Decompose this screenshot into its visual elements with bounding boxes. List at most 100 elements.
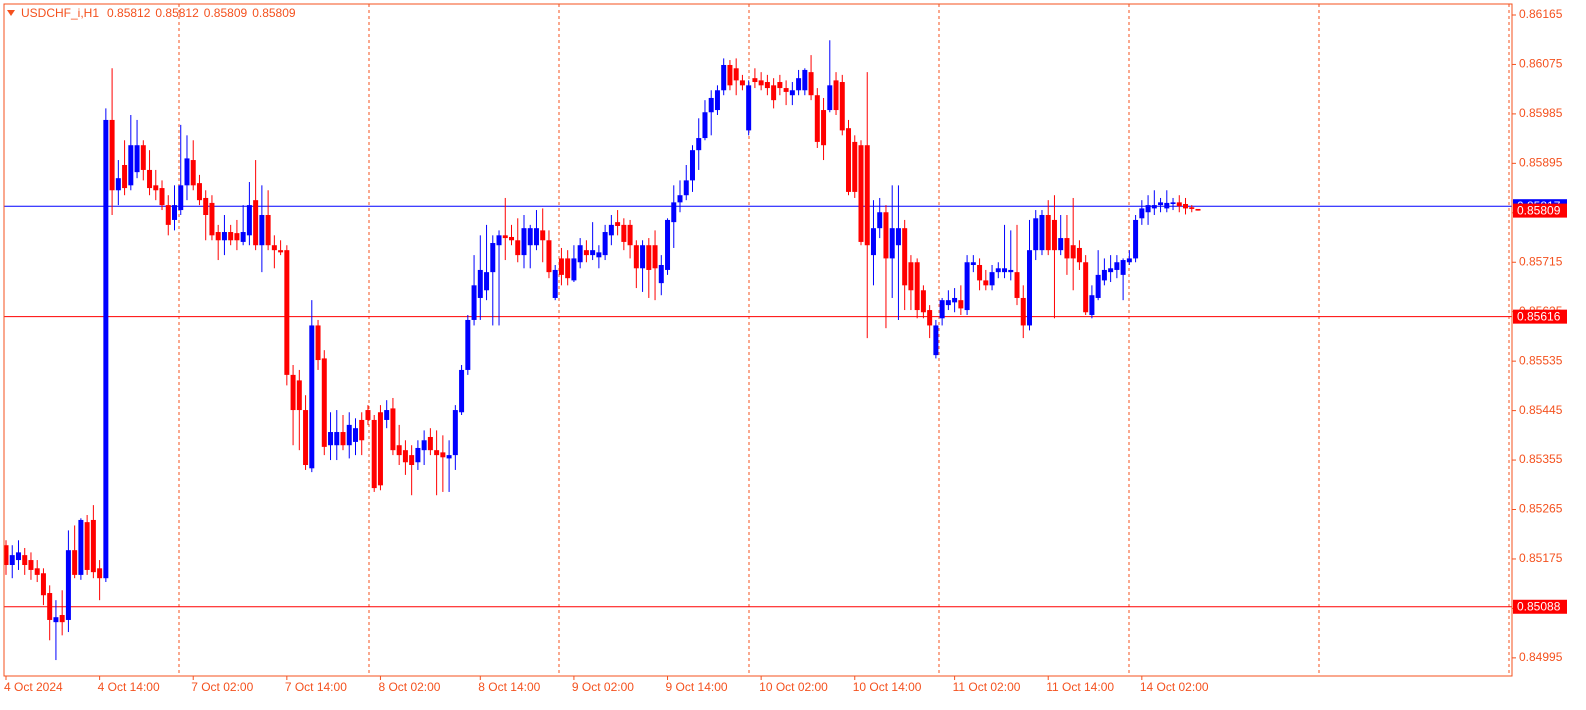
candle-body bbox=[134, 145, 140, 173]
candle-body bbox=[415, 447, 421, 463]
candle-body bbox=[1133, 219, 1139, 259]
candle-body bbox=[1045, 214, 1051, 251]
candle-body bbox=[402, 450, 408, 463]
x-tick-label: 11 Oct 14:00 bbox=[1046, 680, 1114, 694]
candle-body bbox=[128, 145, 134, 186]
candle-body bbox=[1158, 202, 1164, 206]
candle-body bbox=[396, 445, 402, 456]
x-tick-label: 8 Oct 02:00 bbox=[378, 680, 440, 694]
candle-body bbox=[452, 410, 458, 456]
candle-body bbox=[746, 85, 752, 131]
y-tick-label: 0.85535 bbox=[1519, 353, 1563, 367]
candle-body bbox=[1020, 297, 1026, 326]
candle-body bbox=[1126, 258, 1132, 263]
candle-body bbox=[877, 212, 883, 229]
candle-body bbox=[952, 297, 958, 303]
candle-body bbox=[864, 145, 870, 246]
candle-body bbox=[883, 212, 889, 259]
candle-body bbox=[558, 258, 564, 275]
candle-body bbox=[427, 436, 433, 451]
x-tick-label: 10 Oct 02:00 bbox=[759, 680, 828, 694]
candle-body bbox=[28, 560, 34, 570]
candle-body bbox=[290, 374, 296, 411]
candle-body bbox=[839, 82, 845, 131]
candles bbox=[3, 40, 1201, 661]
candle-body bbox=[783, 88, 789, 92]
candle-body bbox=[796, 78, 802, 91]
candle-body bbox=[608, 224, 614, 236]
candle-body bbox=[103, 119, 109, 579]
candle-body bbox=[215, 232, 221, 241]
candle-body bbox=[22, 555, 28, 566]
candle-body bbox=[1058, 238, 1064, 251]
candle-body bbox=[1164, 202, 1170, 209]
candle-body bbox=[90, 519, 96, 573]
candle-body bbox=[1014, 272, 1020, 298]
candle-body bbox=[702, 112, 708, 139]
candle-body bbox=[3, 545, 9, 566]
candle-body bbox=[939, 300, 945, 319]
header-close: 0.85809 bbox=[252, 6, 296, 20]
candle-body bbox=[9, 555, 15, 566]
candle-body bbox=[109, 119, 115, 191]
candle-body bbox=[72, 550, 78, 575]
candle-body bbox=[440, 452, 446, 458]
candle-body bbox=[1026, 250, 1032, 326]
x-tick-label: 4 Oct 14:00 bbox=[98, 680, 160, 694]
candle-body bbox=[409, 455, 415, 466]
candle-body bbox=[596, 252, 602, 258]
candle-body bbox=[178, 185, 184, 211]
candle-body bbox=[764, 82, 770, 89]
candle-body bbox=[920, 290, 926, 313]
candle-body bbox=[1083, 262, 1089, 313]
header-low: 0.85809 bbox=[204, 6, 248, 20]
candle-body bbox=[165, 205, 171, 225]
candle-body bbox=[190, 160, 196, 186]
candle-body bbox=[346, 424, 352, 446]
candle-body bbox=[970, 262, 976, 265]
y-tick-label: 0.86165 bbox=[1519, 7, 1563, 21]
x-tick-label: 7 Oct 14:00 bbox=[285, 680, 347, 694]
candle-body bbox=[477, 269, 483, 298]
candle-body bbox=[821, 110, 827, 146]
candle-body bbox=[1114, 262, 1120, 270]
candle-body bbox=[958, 300, 964, 309]
candle-body bbox=[97, 568, 103, 579]
candle-body bbox=[115, 178, 121, 191]
x-tick-label: 7 Oct 02:00 bbox=[191, 680, 253, 694]
time-axis: 4 Oct 2024 4 Oct 14:00 7 Oct 02:00 7 Oct 14… bbox=[4, 676, 1209, 694]
candle-body bbox=[371, 419, 377, 489]
candle-body bbox=[571, 258, 577, 281]
candle-body bbox=[446, 455, 452, 459]
candle-body bbox=[870, 228, 876, 256]
candle-body bbox=[590, 250, 596, 256]
symbol-toggle[interactable] bbox=[7, 10, 15, 16]
candle-body bbox=[714, 90, 720, 111]
candle-body bbox=[752, 78, 758, 83]
candle-body bbox=[521, 228, 527, 256]
candle-body bbox=[1039, 214, 1045, 251]
candle-body bbox=[546, 240, 552, 273]
candle-body bbox=[147, 169, 153, 189]
candle-body bbox=[727, 64, 733, 86]
candle-body bbox=[1095, 274, 1101, 298]
candle-body bbox=[172, 205, 178, 220]
y-tick-label: 0.86075 bbox=[1519, 57, 1563, 71]
candle-body bbox=[196, 183, 202, 201]
candle-body bbox=[808, 72, 814, 96]
candle-body bbox=[964, 262, 970, 311]
candle-body bbox=[365, 410, 371, 420]
candle-body bbox=[633, 245, 639, 269]
symbol: USDCHF_i,H1 bbox=[21, 6, 99, 20]
candle-body bbox=[895, 228, 901, 246]
candle-body bbox=[153, 185, 159, 191]
candle-body bbox=[484, 272, 490, 291]
x-tick-label: 9 Oct 02:00 bbox=[572, 680, 634, 694]
candle-body bbox=[658, 264, 664, 284]
price-line-box bbox=[1513, 599, 1567, 614]
y-tick-label: 0.85445 bbox=[1519, 403, 1563, 417]
candle-body bbox=[1120, 260, 1126, 275]
x-tick-label: 4 Oct 2024 bbox=[4, 680, 63, 694]
candle-body bbox=[858, 145, 864, 242]
